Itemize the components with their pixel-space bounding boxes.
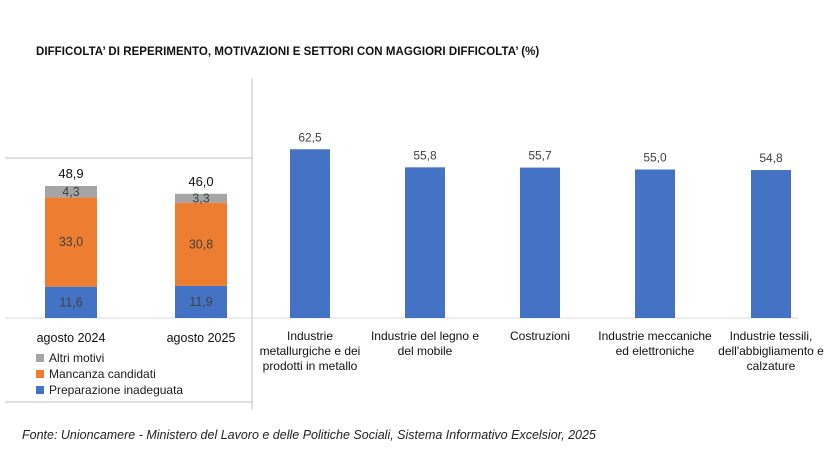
stack-total-label: 48,9: [58, 166, 83, 181]
sector-bar: [635, 169, 675, 318]
legend-swatch-grey: [36, 354, 44, 362]
legend: Altri motivi Mancanza candidati Preparaz…: [36, 350, 183, 398]
stacked-bar-segment: [45, 286, 97, 318]
legend-item-preparazione-inadeguata: Preparazione inadeguata: [36, 382, 183, 398]
x-tick-label: Industrie tessili,: [730, 329, 813, 343]
x-tick-label: agosto 2024: [37, 331, 106, 345]
legend-item-mancanza-candidati: Mancanza candidati: [36, 366, 183, 382]
bar-data-label: 54,8: [759, 151, 783, 165]
legend-label: Mancanza candidati: [49, 367, 156, 381]
sector-bar: [290, 149, 330, 318]
x-tick-label: agosto 2025: [167, 331, 236, 345]
x-tick-label: dell'abbigliamento e: [718, 344, 824, 358]
legend-label: Preparazione inadeguata: [49, 383, 184, 397]
x-tick-label: Industrie meccaniche: [598, 329, 712, 343]
legend-swatch-orange: [36, 370, 44, 378]
x-tick-label: ed elettroniche: [616, 344, 695, 358]
sector-bar: [751, 170, 791, 318]
x-tick-label: del mobile: [398, 344, 453, 358]
legend-swatch-blue: [36, 386, 44, 394]
segment-data-label: 33,0: [59, 235, 83, 249]
x-tick-label: Industrie: [287, 329, 333, 343]
bar-data-label: 55,8: [413, 148, 437, 162]
sector-bar: [405, 167, 445, 318]
segment-data-label: 11,9: [189, 295, 212, 309]
bar-data-label: 62,5: [298, 130, 322, 144]
stacked-bar-segment: [175, 193, 227, 203]
legend-label: Altri motivi: [49, 351, 105, 365]
stacked-bar-segment: [175, 202, 227, 286]
bar-data-label: 55,7: [528, 149, 552, 163]
segment-data-label: 4,3: [62, 185, 79, 199]
segment-data-label: 11,6: [59, 295, 82, 309]
x-tick-label: prodotti in metallo: [263, 359, 358, 373]
x-tick-label: metallurgiche e dei: [260, 344, 361, 358]
bar-data-label: 55,0: [643, 151, 667, 165]
stack-total-label: 46,0: [188, 174, 213, 189]
legend-item-altri-motivi: Altri motivi: [36, 350, 183, 366]
stacked-bar-segment: [175, 285, 227, 318]
segment-data-label: 3,3: [192, 191, 209, 205]
chart-title: DIFFICOLTA’ DI REPERIMENTO, MOTIVAZIONI …: [36, 46, 540, 58]
sector-bar: [520, 167, 560, 318]
segment-data-label: 30,8: [189, 237, 213, 251]
x-tick-label: calzature: [747, 359, 796, 373]
source-note: Fonte: Unioncamere - Ministero del Lavor…: [22, 428, 596, 442]
x-tick-label: Industrie del legno e: [371, 329, 479, 343]
stacked-bar-segment: [45, 185, 97, 198]
x-tick-label: Costruzioni: [510, 329, 570, 343]
stacked-bar-segment: [45, 197, 97, 287]
